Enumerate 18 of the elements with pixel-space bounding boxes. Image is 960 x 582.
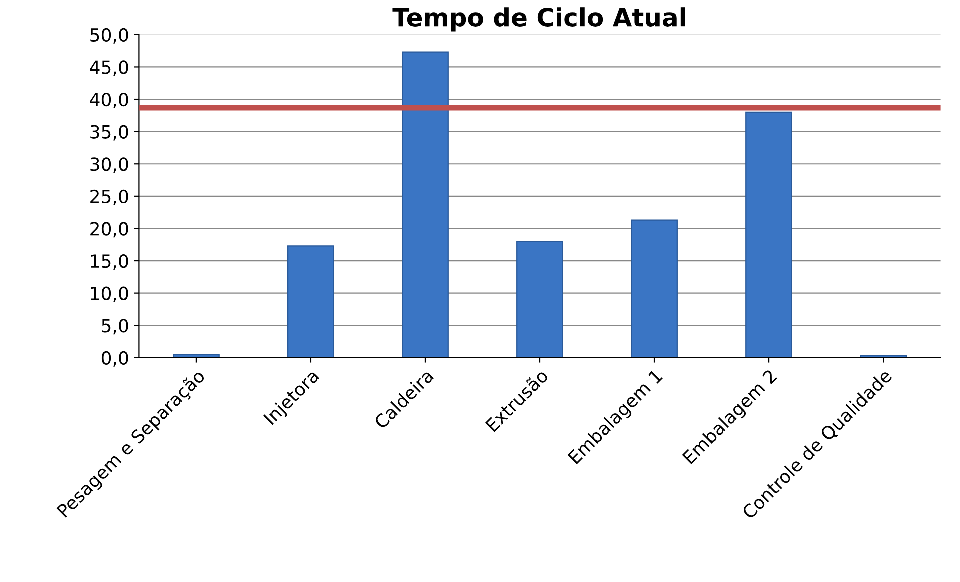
y-tick-label: 35,0 (90, 125, 128, 141)
y-tick-label: 10,0 (91, 286, 128, 302)
bar (631, 220, 678, 358)
y-tick-label: 20,0 (90, 222, 128, 238)
bar (288, 246, 334, 358)
chart-title: Tempo de Ciclo Atual (392, 8, 686, 32)
y-tick-label: 45,0 (90, 60, 128, 76)
y-tick-label: 40,0 (90, 92, 128, 108)
bar (516, 241, 564, 358)
y-tick-label: 15,0 (91, 254, 128, 270)
bar (402, 52, 449, 358)
y-tick-label: 25,0 (90, 190, 128, 206)
bar (746, 112, 792, 358)
y-tick-label: 5,0 (102, 319, 128, 335)
y-tick-label: 0,0 (102, 351, 128, 367)
bar (173, 354, 220, 358)
y-tick-label: 50,0 (90, 28, 128, 44)
y-tick-label: 30,0 (90, 158, 128, 174)
